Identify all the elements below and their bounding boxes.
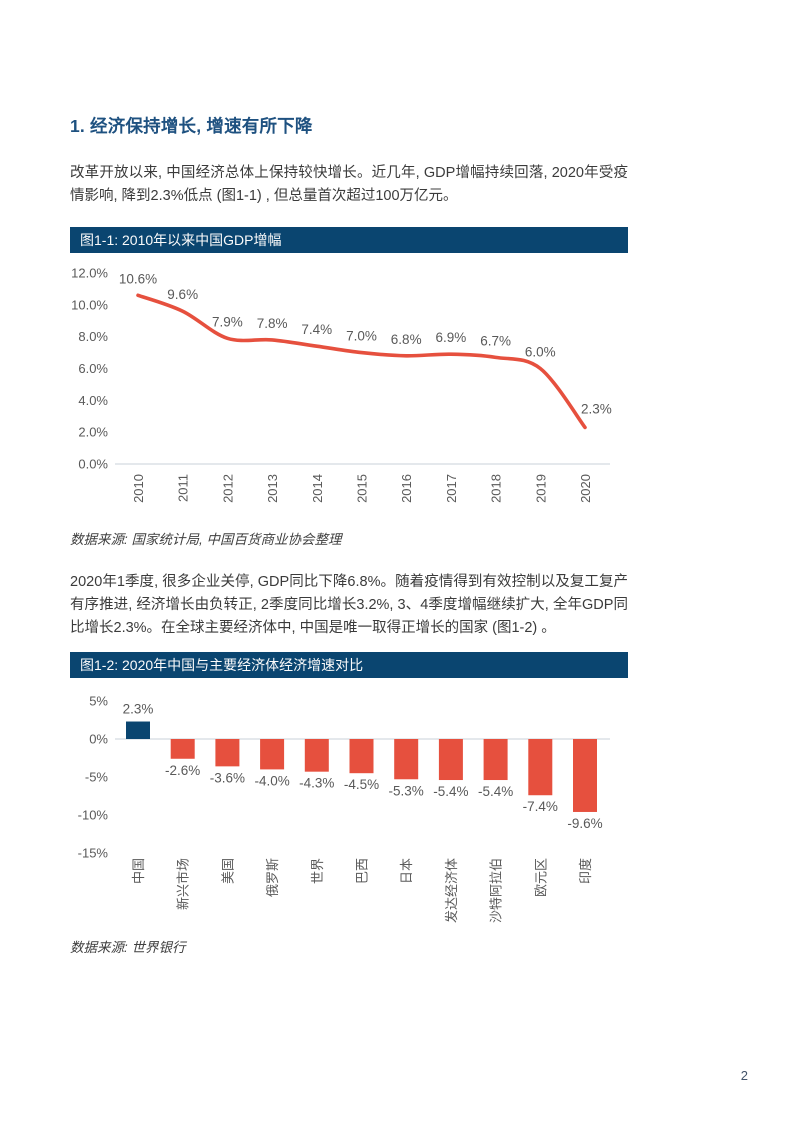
svg-text:12.0%: 12.0% — [71, 266, 108, 281]
svg-text:印度: 印度 — [578, 858, 593, 884]
svg-text:欧元区: 欧元区 — [533, 858, 548, 897]
section-heading: 1. 经济保持增长, 增速有所下降 — [70, 116, 313, 136]
svg-text:-4.5%: -4.5% — [344, 777, 379, 792]
page-number: 2 — [740, 1068, 748, 1083]
svg-text:-7.4%: -7.4% — [523, 799, 558, 814]
svg-text:沙特阿拉伯: 沙特阿拉伯 — [489, 858, 504, 923]
svg-text:6.9%: 6.9% — [436, 330, 467, 345]
svg-text:6.7%: 6.7% — [480, 333, 511, 348]
figure1-header: 图1-1: 2010年以来中国GDP增幅 — [70, 227, 628, 253]
svg-text:-3.6%: -3.6% — [210, 770, 245, 785]
svg-text:7.8%: 7.8% — [257, 316, 288, 331]
figure2-header: 图1-2: 2020年中国与主要经济体经济增速对比 — [70, 652, 628, 678]
svg-text:-2.6%: -2.6% — [165, 763, 200, 778]
svg-text:2020: 2020 — [578, 474, 593, 503]
svg-text:7.9%: 7.9% — [212, 314, 243, 329]
svg-text:-5.4%: -5.4% — [433, 784, 468, 799]
page-content: 1. 经济保持增长, 增速有所下降 改革开放以来, 中国经济总体上保持较快增长。… — [70, 0, 628, 956]
svg-text:-4.3%: -4.3% — [299, 776, 334, 791]
svg-text:7.0%: 7.0% — [346, 329, 377, 344]
svg-text:2012: 2012 — [220, 474, 235, 503]
svg-text:2016: 2016 — [399, 474, 414, 503]
svg-text:-5%: -5% — [85, 770, 109, 785]
paragraph-1: 改革开放以来, 中国经济总体上保持较快增长。近几年, GDP增幅持续回落, 20… — [70, 165, 628, 204]
svg-text:新兴市场: 新兴市场 — [176, 858, 191, 910]
svg-text:2015: 2015 — [355, 474, 370, 503]
svg-text:世界: 世界 — [310, 858, 325, 884]
svg-text:发达经济体: 发达经济体 — [444, 858, 459, 923]
svg-text:-15%: -15% — [78, 846, 109, 861]
svg-text:9.6%: 9.6% — [167, 287, 198, 302]
svg-text:2.0%: 2.0% — [78, 425, 108, 440]
svg-text:2017: 2017 — [444, 474, 459, 503]
svg-text:2014: 2014 — [310, 474, 325, 503]
svg-text:0%: 0% — [89, 732, 108, 747]
svg-text:10.6%: 10.6% — [119, 271, 157, 286]
svg-text:2.3%: 2.3% — [123, 702, 154, 717]
svg-text:-9.6%: -9.6% — [567, 816, 602, 831]
svg-text:2019: 2019 — [533, 474, 548, 503]
svg-text:10.0%: 10.0% — [71, 297, 108, 312]
svg-text:6.8%: 6.8% — [391, 332, 422, 347]
svg-text:美国: 美国 — [220, 858, 235, 884]
svg-text:-5.3%: -5.3% — [389, 783, 424, 798]
svg-text:日本: 日本 — [399, 858, 414, 884]
figure2-source: 数据来源: 世界银行 — [70, 940, 186, 955]
svg-text:巴西: 巴西 — [355, 858, 370, 884]
svg-text:4.0%: 4.0% — [78, 393, 108, 408]
svg-text:中国: 中国 — [131, 858, 146, 884]
figure1-title: 图1-1: 2010年以来中国GDP增幅 — [80, 232, 282, 248]
svg-text:-4.0%: -4.0% — [254, 773, 289, 788]
svg-text:俄罗斯: 俄罗斯 — [265, 858, 280, 897]
svg-text:2013: 2013 — [265, 474, 280, 503]
figure1-chart: 0.0% 2.0% 4.0% 6.0% 8.0% 10.0% 12.0% 10.6% 9.6% 7… — [71, 266, 612, 503]
paragraph-2: 2020年1季度, 很多企业关停, GDP同比下降6.8%。随着疫情得到有效控制… — [70, 574, 628, 636]
svg-text:-5.4%: -5.4% — [478, 784, 513, 799]
svg-text:8.0%: 8.0% — [78, 329, 108, 344]
svg-text:2010: 2010 — [131, 474, 146, 503]
svg-text:2011: 2011 — [176, 474, 191, 502]
svg-text:7.4%: 7.4% — [301, 322, 332, 337]
svg-text:-10%: -10% — [78, 808, 109, 823]
svg-text:2.3%: 2.3% — [581, 401, 612, 416]
svg-text:6.0%: 6.0% — [78, 361, 108, 376]
svg-text:6.0%: 6.0% — [525, 345, 556, 360]
figure2-chart: 5%0%-5%-10%-15%2.3%-2.6%-3.6% -4.0% -4.3% -… — [78, 694, 610, 923]
figure1-source: 数据来源: 国家统计局, 中国百货商业协会整理 — [70, 532, 342, 547]
svg-text:2018: 2018 — [489, 474, 504, 503]
svg-text:5%: 5% — [89, 694, 108, 709]
svg-text:0.0%: 0.0% — [78, 457, 108, 472]
figure2-title: 图1-2: 2020年中国与主要经济体经济增速对比 — [80, 657, 364, 673]
